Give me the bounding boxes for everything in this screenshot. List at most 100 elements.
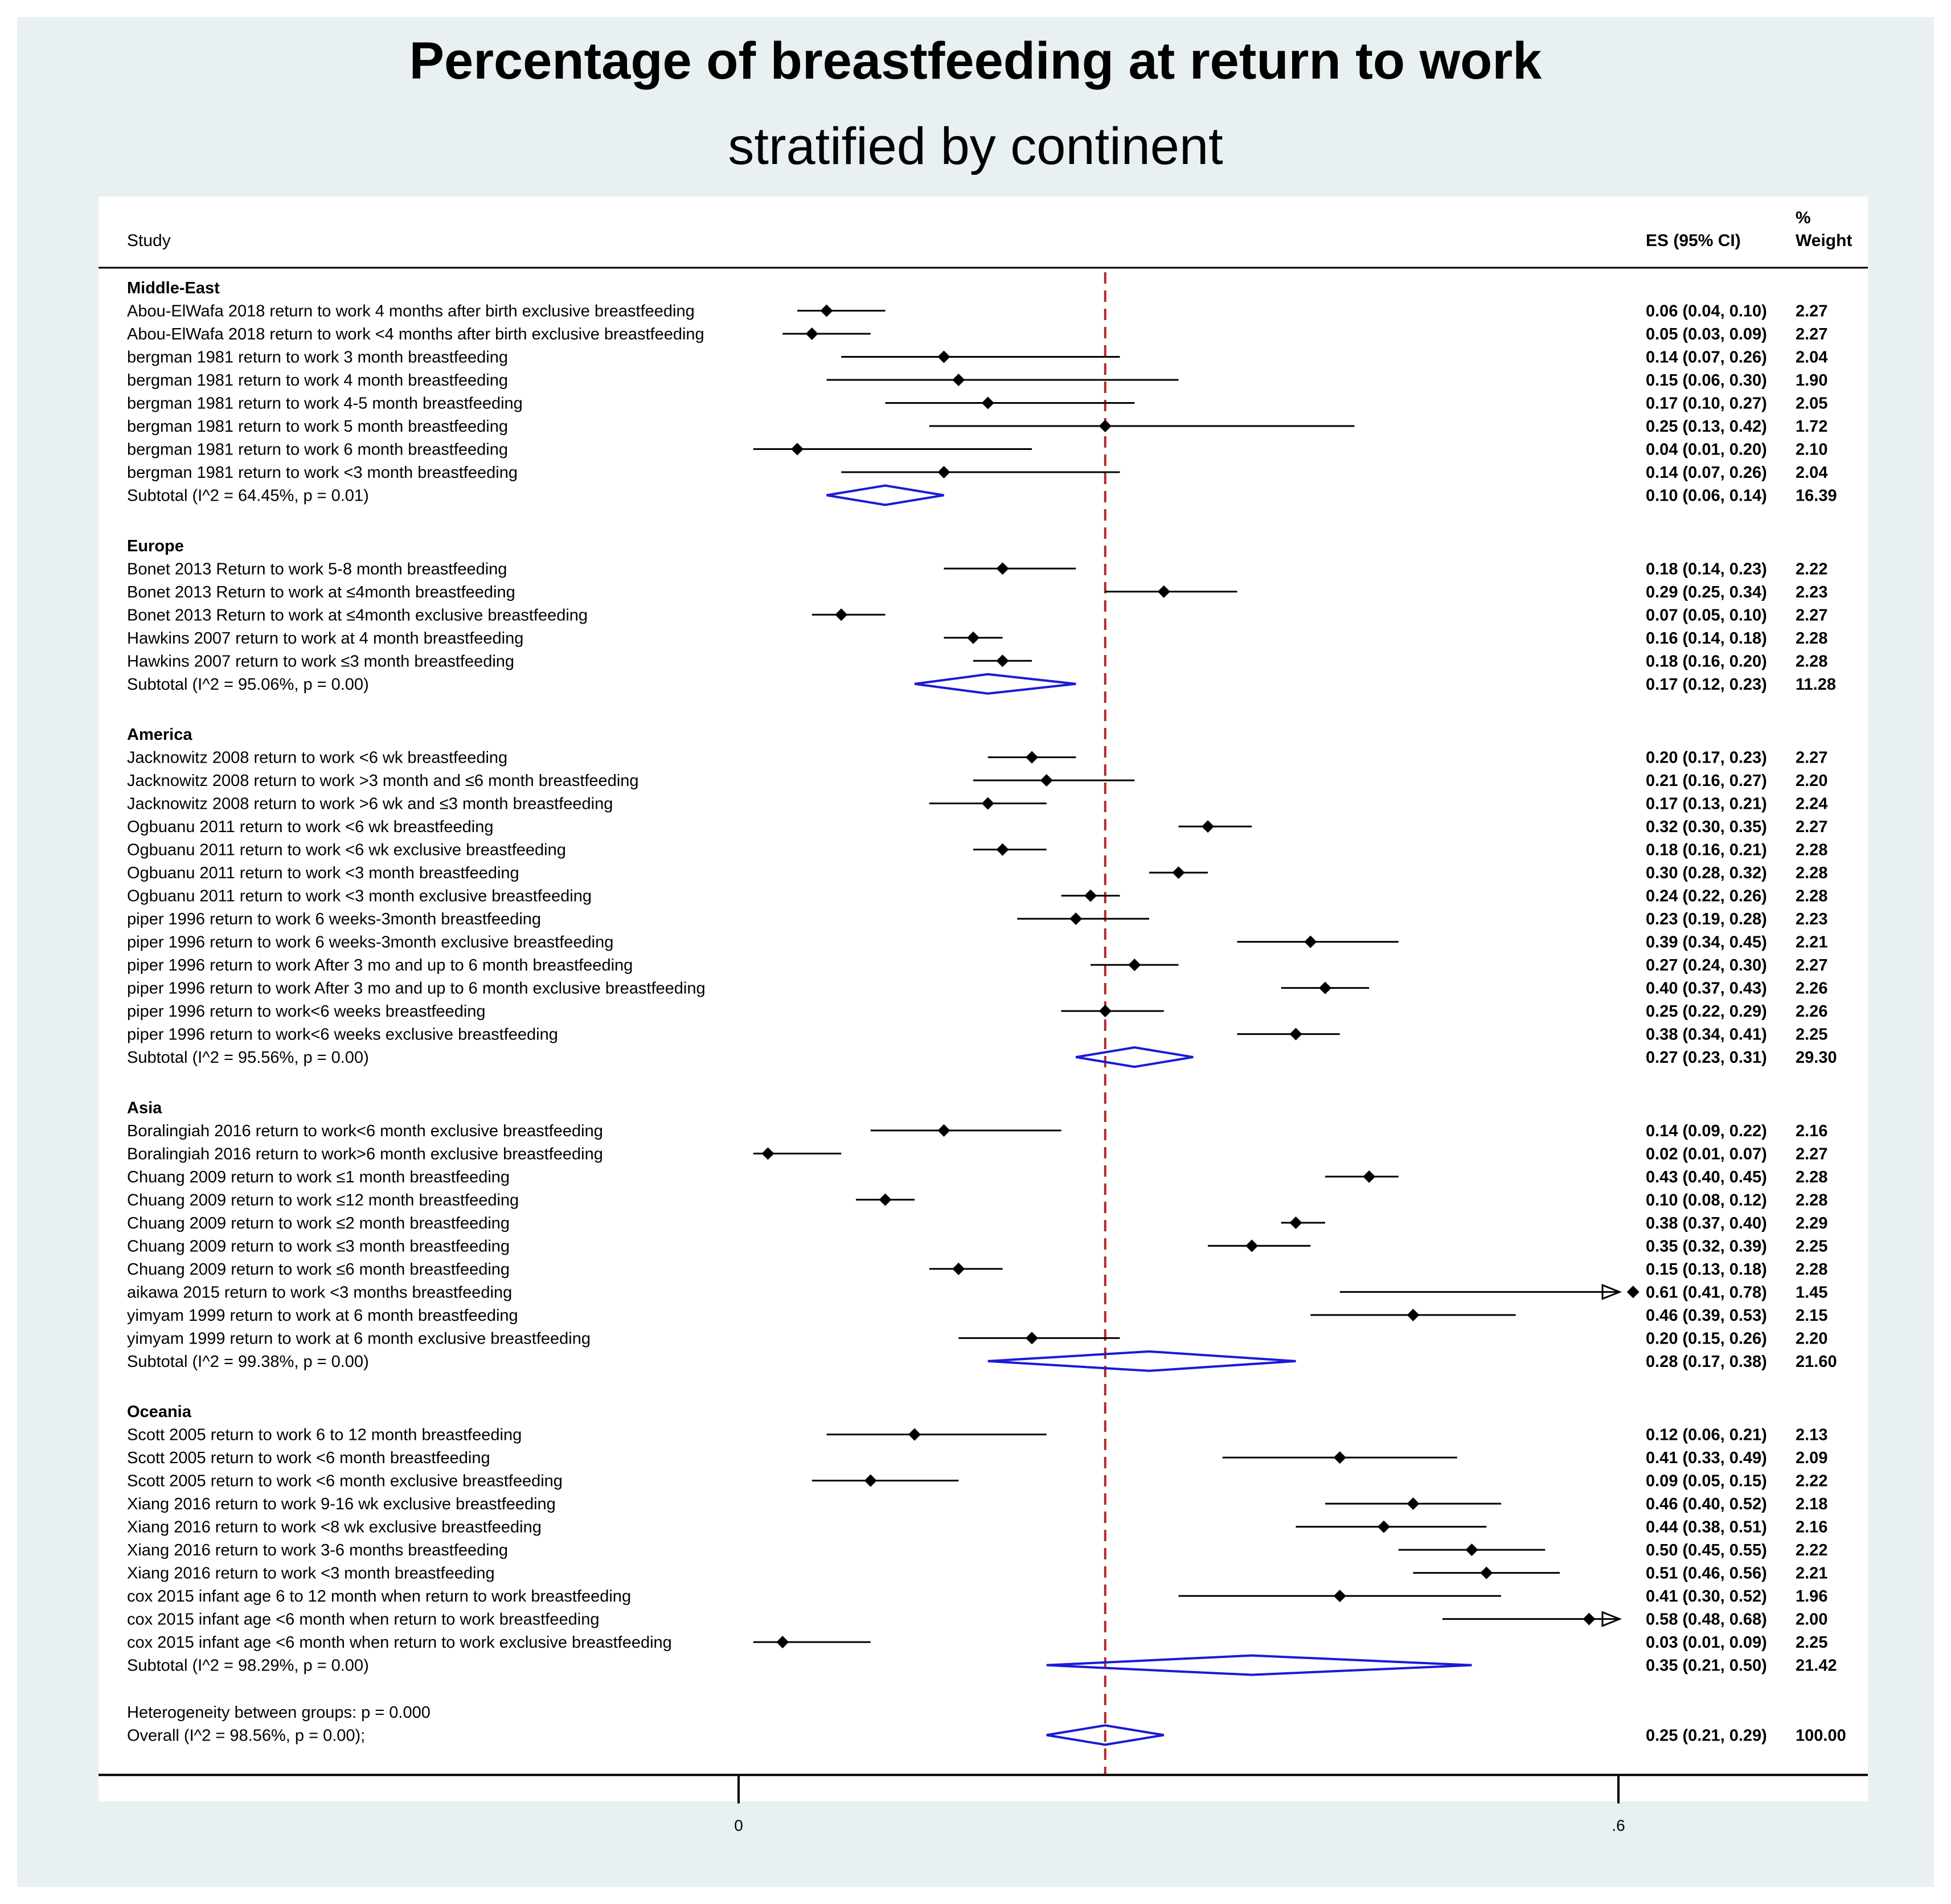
study-es-value: 0.07 (0.05, 0.10)	[1646, 606, 1767, 624]
study-weight-value: 2.16	[1796, 1122, 1827, 1140]
ci-arrow	[1601, 1611, 1622, 1627]
group-label: Middle-East	[127, 279, 220, 297]
study-es-value: 0.25 (0.22, 0.29)	[1646, 1002, 1767, 1021]
study-es-value: 0.14 (0.07, 0.26)	[1646, 349, 1767, 367]
study-weight-value: 2.29	[1796, 1214, 1827, 1233]
study-es-value: 0.20 (0.17, 0.23)	[1646, 749, 1767, 767]
study-weight-value: 2.04	[1796, 464, 1827, 482]
point-estimate	[981, 396, 994, 410]
study-weight-value: 1.72	[1796, 417, 1827, 436]
subtotal-diamond	[1046, 1654, 1472, 1676]
study-weight-value: 2.28	[1796, 1168, 1827, 1186]
subtotal-weight-value: 29.30	[1796, 1049, 1837, 1067]
point-estimate	[1465, 1543, 1478, 1557]
x-axis-tick-label: .6	[1612, 1816, 1625, 1834]
subtotal-diamond	[987, 1350, 1296, 1372]
study-label: Hawkins 2007 return to work at 4 month b…	[127, 629, 523, 648]
point-estimate	[1583, 1612, 1596, 1625]
chart-subtitle: stratified by continent	[728, 117, 1223, 175]
weight-column-header-line2: Weight	[1796, 231, 1852, 250]
point-estimate	[879, 1193, 892, 1206]
point-estimate	[1099, 420, 1112, 432]
study-label: Ogbuanu 2011 return to work <6 wk breast…	[127, 818, 494, 836]
study-label: Bonet 2013 Return to work at ≤4month exc…	[127, 606, 588, 624]
study-weight-value: 2.23	[1796, 910, 1827, 928]
study-weight-value: 2.15	[1796, 1307, 1827, 1325]
study-label: Jacknowitz 2008 return to work >3 month …	[127, 772, 639, 790]
point-estimate	[761, 1147, 774, 1160]
study-es-value: 0.14 (0.07, 0.26)	[1646, 464, 1767, 482]
study-label: piper 1996 return to work<6 weeks exclus…	[127, 1026, 558, 1044]
point-estimate	[1289, 1216, 1302, 1229]
study-es-value: 0.17 (0.13, 0.21)	[1646, 795, 1767, 813]
study-label: bergman 1981 return to work 5 month brea…	[127, 417, 508, 436]
study-weight-value: 2.05	[1796, 395, 1827, 413]
ci-arrow	[1601, 1284, 1622, 1300]
study-label: bergman 1981 return to work 4-5 month br…	[127, 395, 523, 413]
point-estimate	[1333, 1590, 1346, 1603]
study-label: Jacknowitz 2008 return to work >6 wk and…	[127, 795, 613, 813]
study-weight-value: 2.21	[1796, 933, 1827, 952]
subtotal-weight-value: 21.42	[1796, 1657, 1837, 1675]
study-es-value: 0.15 (0.13, 0.18)	[1646, 1260, 1767, 1279]
study-weight-value: 2.28	[1796, 1260, 1827, 1279]
study-label: Scott 2005 return to work <6 month exclu…	[127, 1472, 563, 1491]
point-estimate	[1407, 1308, 1420, 1321]
study-es-value: 0.18 (0.16, 0.21)	[1646, 841, 1767, 859]
study-es-value: 0.17 (0.10, 0.27)	[1646, 395, 1767, 413]
point-estimate	[937, 466, 950, 478]
study-label: bergman 1981 return to work <3 month bre…	[127, 464, 518, 482]
study-weight-value: 2.27	[1796, 956, 1827, 974]
group-label: America	[127, 726, 192, 744]
study-label: bergman 1981 return to work 3 month brea…	[127, 349, 508, 367]
subtotal-diamond	[914, 673, 1076, 695]
study-label: Boralingiah 2016 return to work>6 month …	[127, 1145, 603, 1163]
study-es-value: 0.30 (0.28, 0.32)	[1646, 864, 1767, 882]
study-label: Chuang 2009 return to work ≤6 month brea…	[127, 1260, 510, 1279]
study-es-value: 0.10 (0.08, 0.12)	[1646, 1191, 1767, 1209]
study-weight-value: 2.23	[1796, 583, 1827, 601]
chart-title: Percentage of breastfeeding at return to…	[409, 32, 1542, 90]
point-estimate	[996, 843, 1009, 856]
x-axis-tick-label: 0	[734, 1816, 743, 1834]
plot-area	[99, 196, 1868, 1801]
study-weight-value: 1.96	[1796, 1587, 1827, 1606]
study-label: Xiang 2016 return to work 3-6 months bre…	[127, 1541, 508, 1559]
subtotal-weight-value: 21.60	[1796, 1353, 1837, 1371]
study-label: yimyam 1999 return to work at 6 month ex…	[127, 1329, 591, 1348]
study-es-value: 0.38 (0.34, 0.41)	[1646, 1026, 1767, 1044]
study-label: piper 1996 return to work 6 weeks-3month…	[127, 910, 541, 928]
study-weight-value: 2.25	[1796, 1237, 1827, 1255]
study-label: Xiang 2016 return to work 9-16 wk exclus…	[127, 1495, 556, 1513]
overall-diamond	[1046, 1724, 1165, 1746]
study-weight-value: 2.27	[1796, 302, 1827, 321]
weight-column-header-line1: %	[1796, 208, 1811, 227]
point-estimate	[1026, 751, 1038, 764]
point-estimate	[952, 1262, 965, 1275]
study-weight-value: 2.27	[1796, 1145, 1827, 1163]
study-es-value: 0.51 (0.46, 0.56)	[1646, 1565, 1767, 1583]
study-label: Abou-ElWafa 2018 return to work 4 months…	[127, 302, 695, 321]
study-weight-value: 2.27	[1796, 325, 1827, 343]
point-estimate	[996, 654, 1009, 668]
study-es-value: 0.38 (0.37, 0.40)	[1646, 1214, 1767, 1233]
study-label: Chuang 2009 return to work ≤2 month brea…	[127, 1214, 510, 1233]
subtotal-label: Subtotal (I^2 = 99.38%, p = 0.00)	[127, 1353, 369, 1371]
study-label: cox 2015 infant age 6 to 12 month when r…	[127, 1587, 631, 1606]
study-weight-value: 2.26	[1796, 1002, 1827, 1021]
point-estimate	[952, 374, 965, 386]
study-label: bergman 1981 return to work 4 month brea…	[127, 371, 508, 390]
study-column-header: Study	[127, 231, 171, 250]
point-estimate	[1026, 1332, 1038, 1345]
study-weight-value: 2.22	[1796, 1541, 1827, 1559]
point-estimate	[937, 1124, 950, 1137]
study-weight-value: 2.27	[1796, 818, 1827, 836]
study-weight-value: 2.25	[1796, 1026, 1827, 1044]
point-estimate	[835, 608, 848, 621]
point-estimate	[776, 1636, 789, 1649]
study-es-value: 0.46 (0.40, 0.52)	[1646, 1495, 1767, 1513]
study-label: yimyam 1999 return to work at 6 month br…	[127, 1307, 518, 1325]
group-label: Oceania	[127, 1403, 192, 1421]
